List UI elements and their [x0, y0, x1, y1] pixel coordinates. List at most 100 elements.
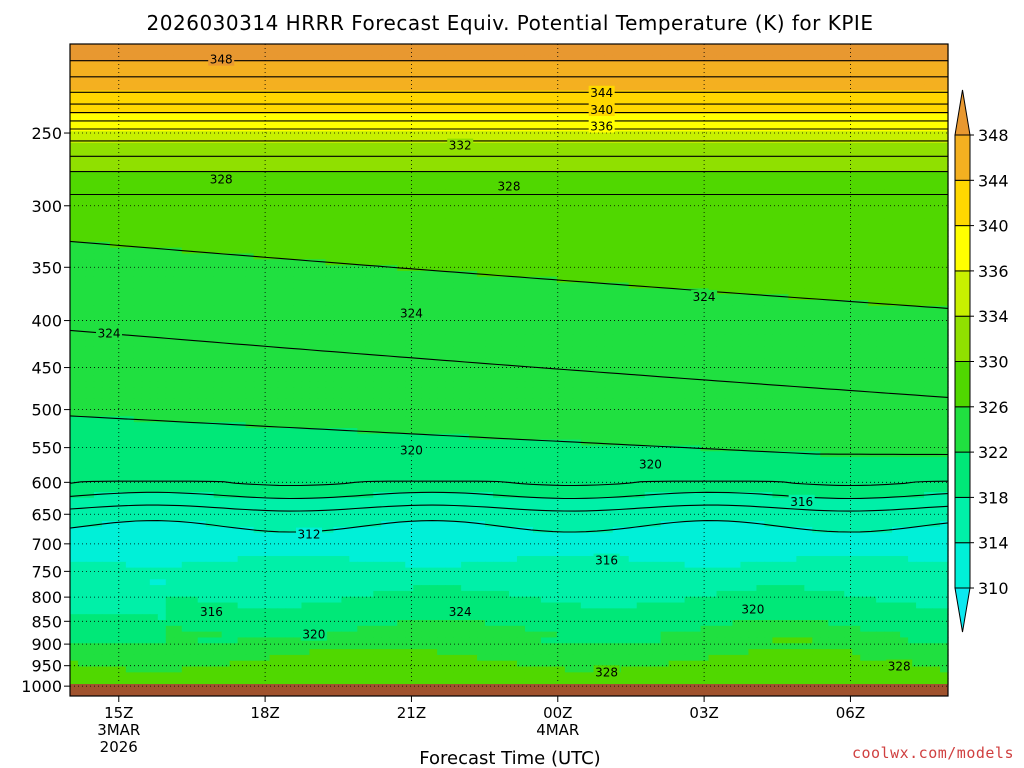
field-cell [341, 148, 350, 156]
field-cell [524, 189, 534, 196]
field-cell [916, 236, 925, 243]
field-cell [149, 241, 159, 249]
field-cell [940, 172, 949, 179]
field-cell [764, 212, 773, 220]
field-cell [580, 84, 590, 92]
field-cell [668, 84, 678, 92]
field-cell [540, 154, 550, 161]
field-cell [213, 253, 223, 260]
field-cell [109, 96, 119, 103]
field-cell [892, 206, 901, 214]
field-cell [692, 230, 702, 237]
field-cell [493, 84, 502, 92]
field-cell [101, 160, 111, 167]
field-cell [676, 119, 686, 127]
field-cell [301, 270, 311, 278]
field-cell [477, 276, 486, 284]
field-cell [716, 276, 726, 284]
field-cell [564, 206, 574, 214]
field-cell [357, 294, 366, 301]
field-cell [860, 218, 869, 225]
field-cell [732, 113, 742, 121]
field-cell [493, 195, 502, 202]
field-cell [684, 172, 694, 179]
field-cell [580, 265, 590, 272]
field-cell [652, 166, 662, 173]
field-cell [221, 288, 231, 295]
field-cell [149, 282, 159, 289]
field-cell [916, 119, 925, 127]
field-cell [85, 282, 95, 289]
field-cell [548, 253, 558, 260]
field-cell [70, 270, 79, 278]
field-cell [676, 224, 686, 231]
field-cell [700, 61, 710, 68]
field-cell [764, 294, 773, 301]
field-cell [612, 241, 622, 249]
field-cell [269, 276, 279, 284]
field-cell [77, 90, 87, 97]
field-cell [876, 137, 885, 144]
field-cell [269, 67, 279, 74]
field-cell [501, 224, 510, 231]
field-cell [469, 131, 478, 138]
field-cell [740, 166, 750, 173]
field-cell [221, 270, 231, 278]
field-cell [852, 172, 861, 179]
field-cell [868, 154, 877, 161]
field-cell [516, 230, 526, 237]
field-cell [173, 137, 183, 144]
field-cell [860, 195, 869, 202]
field-cell [900, 90, 909, 97]
field-cell [381, 148, 390, 156]
field-cell [740, 148, 750, 156]
field-cell [804, 189, 813, 196]
field-cell [596, 44, 606, 51]
field-cell [389, 218, 398, 225]
field-cell [828, 96, 837, 103]
field-cell [804, 55, 813, 63]
field-cell [628, 259, 638, 266]
field-cell [477, 259, 486, 266]
field-cell [564, 55, 574, 63]
field-cell [580, 154, 590, 161]
field-cell [349, 96, 358, 103]
field-cell [277, 177, 287, 185]
field-cell [165, 247, 175, 255]
field-cell [516, 265, 526, 272]
field-cell [836, 218, 845, 225]
field-cell [141, 183, 151, 191]
field-cell [101, 206, 111, 214]
field-cell [732, 67, 742, 74]
field-cell [860, 67, 869, 74]
field-cell [772, 183, 781, 191]
field-cell [181, 241, 191, 249]
field-cell [397, 166, 406, 173]
field-cell [628, 212, 638, 220]
field-cell [413, 84, 422, 92]
field-cell [804, 265, 813, 272]
field-cell [413, 183, 422, 191]
field-cell [501, 119, 510, 127]
field-cell [93, 212, 103, 220]
field-cell [261, 49, 271, 57]
field-cell [780, 90, 789, 97]
field-cell [892, 265, 901, 272]
field-cell [165, 55, 175, 63]
field-cell [429, 241, 438, 249]
field-cell [788, 96, 797, 103]
field-cell [301, 183, 311, 191]
field-cell [293, 113, 303, 121]
field-cell [764, 183, 773, 191]
field-cell [652, 247, 662, 255]
field-cell [301, 90, 311, 97]
field-cell [820, 212, 829, 220]
field-cell [628, 55, 638, 63]
field-cell [421, 154, 430, 161]
field-cell [900, 49, 909, 57]
field-cell [237, 206, 247, 214]
field-cell [764, 236, 773, 243]
field-cell [892, 241, 901, 249]
field-cell [668, 119, 678, 127]
field-cell [173, 276, 183, 284]
